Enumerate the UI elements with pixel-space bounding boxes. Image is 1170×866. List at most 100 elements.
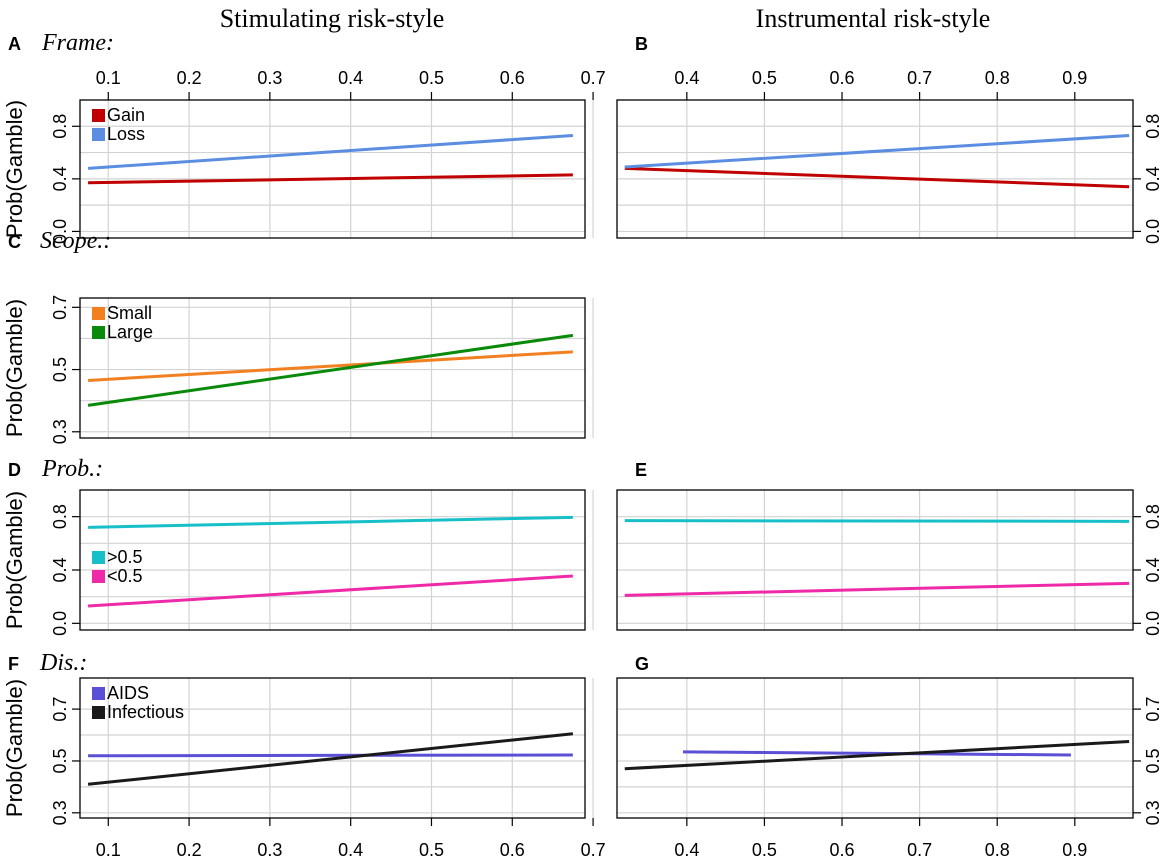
- legend-label: Loss: [107, 124, 145, 144]
- x-tick-label: 0.6: [830, 840, 855, 860]
- legend-label: Large: [107, 322, 153, 342]
- x-tick-label: 0.1: [96, 840, 121, 860]
- legend-swatch: [92, 551, 105, 564]
- x-tick-label: 0.7: [581, 840, 606, 860]
- x-tick-label: 0.6: [500, 68, 525, 88]
- y-tick-label: 0.8: [1143, 504, 1163, 529]
- factor-label: Frame:: [41, 30, 114, 56]
- series-line-small: [87, 350, 573, 382]
- series-line-infectious: [87, 732, 574, 786]
- x-tick-label: 0.6: [830, 68, 855, 88]
- y-axis-label: Prob(Gamble): [2, 100, 27, 238]
- series-line-05: [624, 519, 1130, 523]
- plot-frame: [616, 99, 1134, 239]
- x-tick-label: 0.2: [177, 68, 202, 88]
- panel-letter: F: [8, 654, 19, 674]
- x-tick-label: 0.7: [581, 68, 606, 88]
- plot-frame: [79, 297, 586, 439]
- x-tick-label: 0.3: [257, 68, 282, 88]
- y-tick-label: 0.4: [50, 557, 70, 582]
- panel-letter: B: [635, 34, 648, 54]
- panel-f: 0.1 0.2 0.3 0.4 0.5 0.6 0.7 0.3 0.5 0.7 Prob(Gambl…: [2, 650, 606, 860]
- series-line-05: [624, 581, 1130, 597]
- factor-label: Prob.:: [41, 456, 103, 482]
- legend-swatch: [92, 128, 105, 141]
- panel-letter: G: [635, 654, 649, 674]
- plot-frame: [616, 677, 1134, 819]
- y-tick-label: 0.4: [1143, 557, 1163, 582]
- column-title-stimulating: Stimulating risk-style: [220, 4, 445, 33]
- x-tick-label: 0.4: [338, 840, 363, 860]
- legend-label: Small: [107, 303, 152, 323]
- x-tick-label: 0.4: [674, 68, 699, 88]
- plot-frame: [79, 677, 586, 819]
- x-tick-label: 0.3: [257, 840, 282, 860]
- x-tick-label: 0.4: [338, 68, 363, 88]
- series-line-loss: [624, 133, 1130, 169]
- panel-letter: D: [8, 460, 21, 480]
- plot-frame: [616, 489, 1134, 631]
- plot-frame: [79, 99, 586, 239]
- x-tick-label: 0.1: [96, 68, 121, 88]
- panel-e: 0.0 0.4 0.8 E: [616, 460, 1163, 636]
- y-tick-label: 0.8: [50, 114, 70, 139]
- y-tick-label: 0.0: [1143, 219, 1163, 244]
- y-tick-label: 0.8: [1143, 114, 1163, 139]
- panel-g: 0.4 0.5 0.6 0.7 0.8 0.9 0.3 0.5 0.7 G: [616, 654, 1163, 860]
- series-line-gain: [88, 173, 573, 185]
- legend-swatch: [92, 109, 105, 122]
- legend-swatch: [92, 326, 105, 339]
- x-tick-label: 0.5: [419, 68, 444, 88]
- y-tick-label: 0.7: [50, 697, 70, 722]
- legend-label: AIDS: [107, 683, 149, 703]
- x-tick-label: 0.8: [985, 840, 1010, 860]
- y-tick-label: 0.0: [50, 611, 70, 636]
- y-tick-label: 0.0: [1143, 611, 1163, 636]
- series-line-large: [87, 333, 574, 407]
- column-title-instrumental: Instrumental risk-style: [756, 4, 991, 33]
- x-tick-label: 0.9: [1062, 840, 1087, 860]
- series-line-05: [87, 574, 573, 608]
- y-axis-label: Prob(Gamble): [2, 299, 27, 437]
- x-tick-label: 0.8: [985, 68, 1010, 88]
- y-tick-label: 0.3: [1143, 800, 1163, 825]
- series-line-aids: [88, 753, 573, 758]
- x-tick-label: 0.9: [1062, 68, 1087, 88]
- series-line-aids: [682, 750, 1071, 757]
- y-tick-label: 0.5: [50, 748, 70, 773]
- y-tick-label: 0.7: [50, 295, 70, 320]
- panel-letter: A: [8, 34, 21, 54]
- legend-label: Infectious: [107, 702, 184, 722]
- legend-label: >0.5: [107, 547, 143, 567]
- legend-label: Gain: [107, 105, 145, 125]
- y-tick-label: 0.8: [50, 504, 70, 529]
- legend-swatch: [92, 687, 105, 700]
- panel-a: 0.1 0.2 0.3 0.4 0.5 0.6 0.7 0.0 0.4 0.8 Prob(Gambl…: [2, 30, 606, 244]
- legend-swatch: [92, 307, 105, 320]
- y-tick-label: 0.3: [50, 419, 70, 444]
- y-axis-label: Prob(Gamble): [2, 491, 27, 629]
- y-tick-label: 0.5: [50, 357, 70, 382]
- panel-letter: C: [8, 232, 21, 252]
- factor-label: Dis.:: [39, 650, 87, 676]
- legend: >0.5<0.5: [92, 547, 143, 586]
- legend-swatch: [92, 570, 105, 583]
- legend-label: <0.5: [107, 566, 143, 586]
- y-axis-label: Prob(Gamble): [2, 679, 27, 817]
- x-tick-label: 0.6: [500, 840, 525, 860]
- y-tick-label: 0.7: [1143, 697, 1163, 722]
- panel-b: 0.4 0.5 0.6 0.7 0.8 0.9 0.0 0.4 0.8 B: [616, 34, 1163, 244]
- y-tick-label: 0.5: [1143, 748, 1163, 773]
- factor-label: Scope.:: [40, 228, 111, 254]
- y-tick-label: 0.4: [1143, 166, 1163, 191]
- series-line-infectious: [624, 740, 1130, 771]
- x-tick-label: 0.5: [752, 840, 777, 860]
- x-tick-label: 0.7: [907, 68, 932, 88]
- y-tick-label: 0.0: [50, 219, 70, 244]
- x-tick-label: 0.5: [419, 840, 444, 860]
